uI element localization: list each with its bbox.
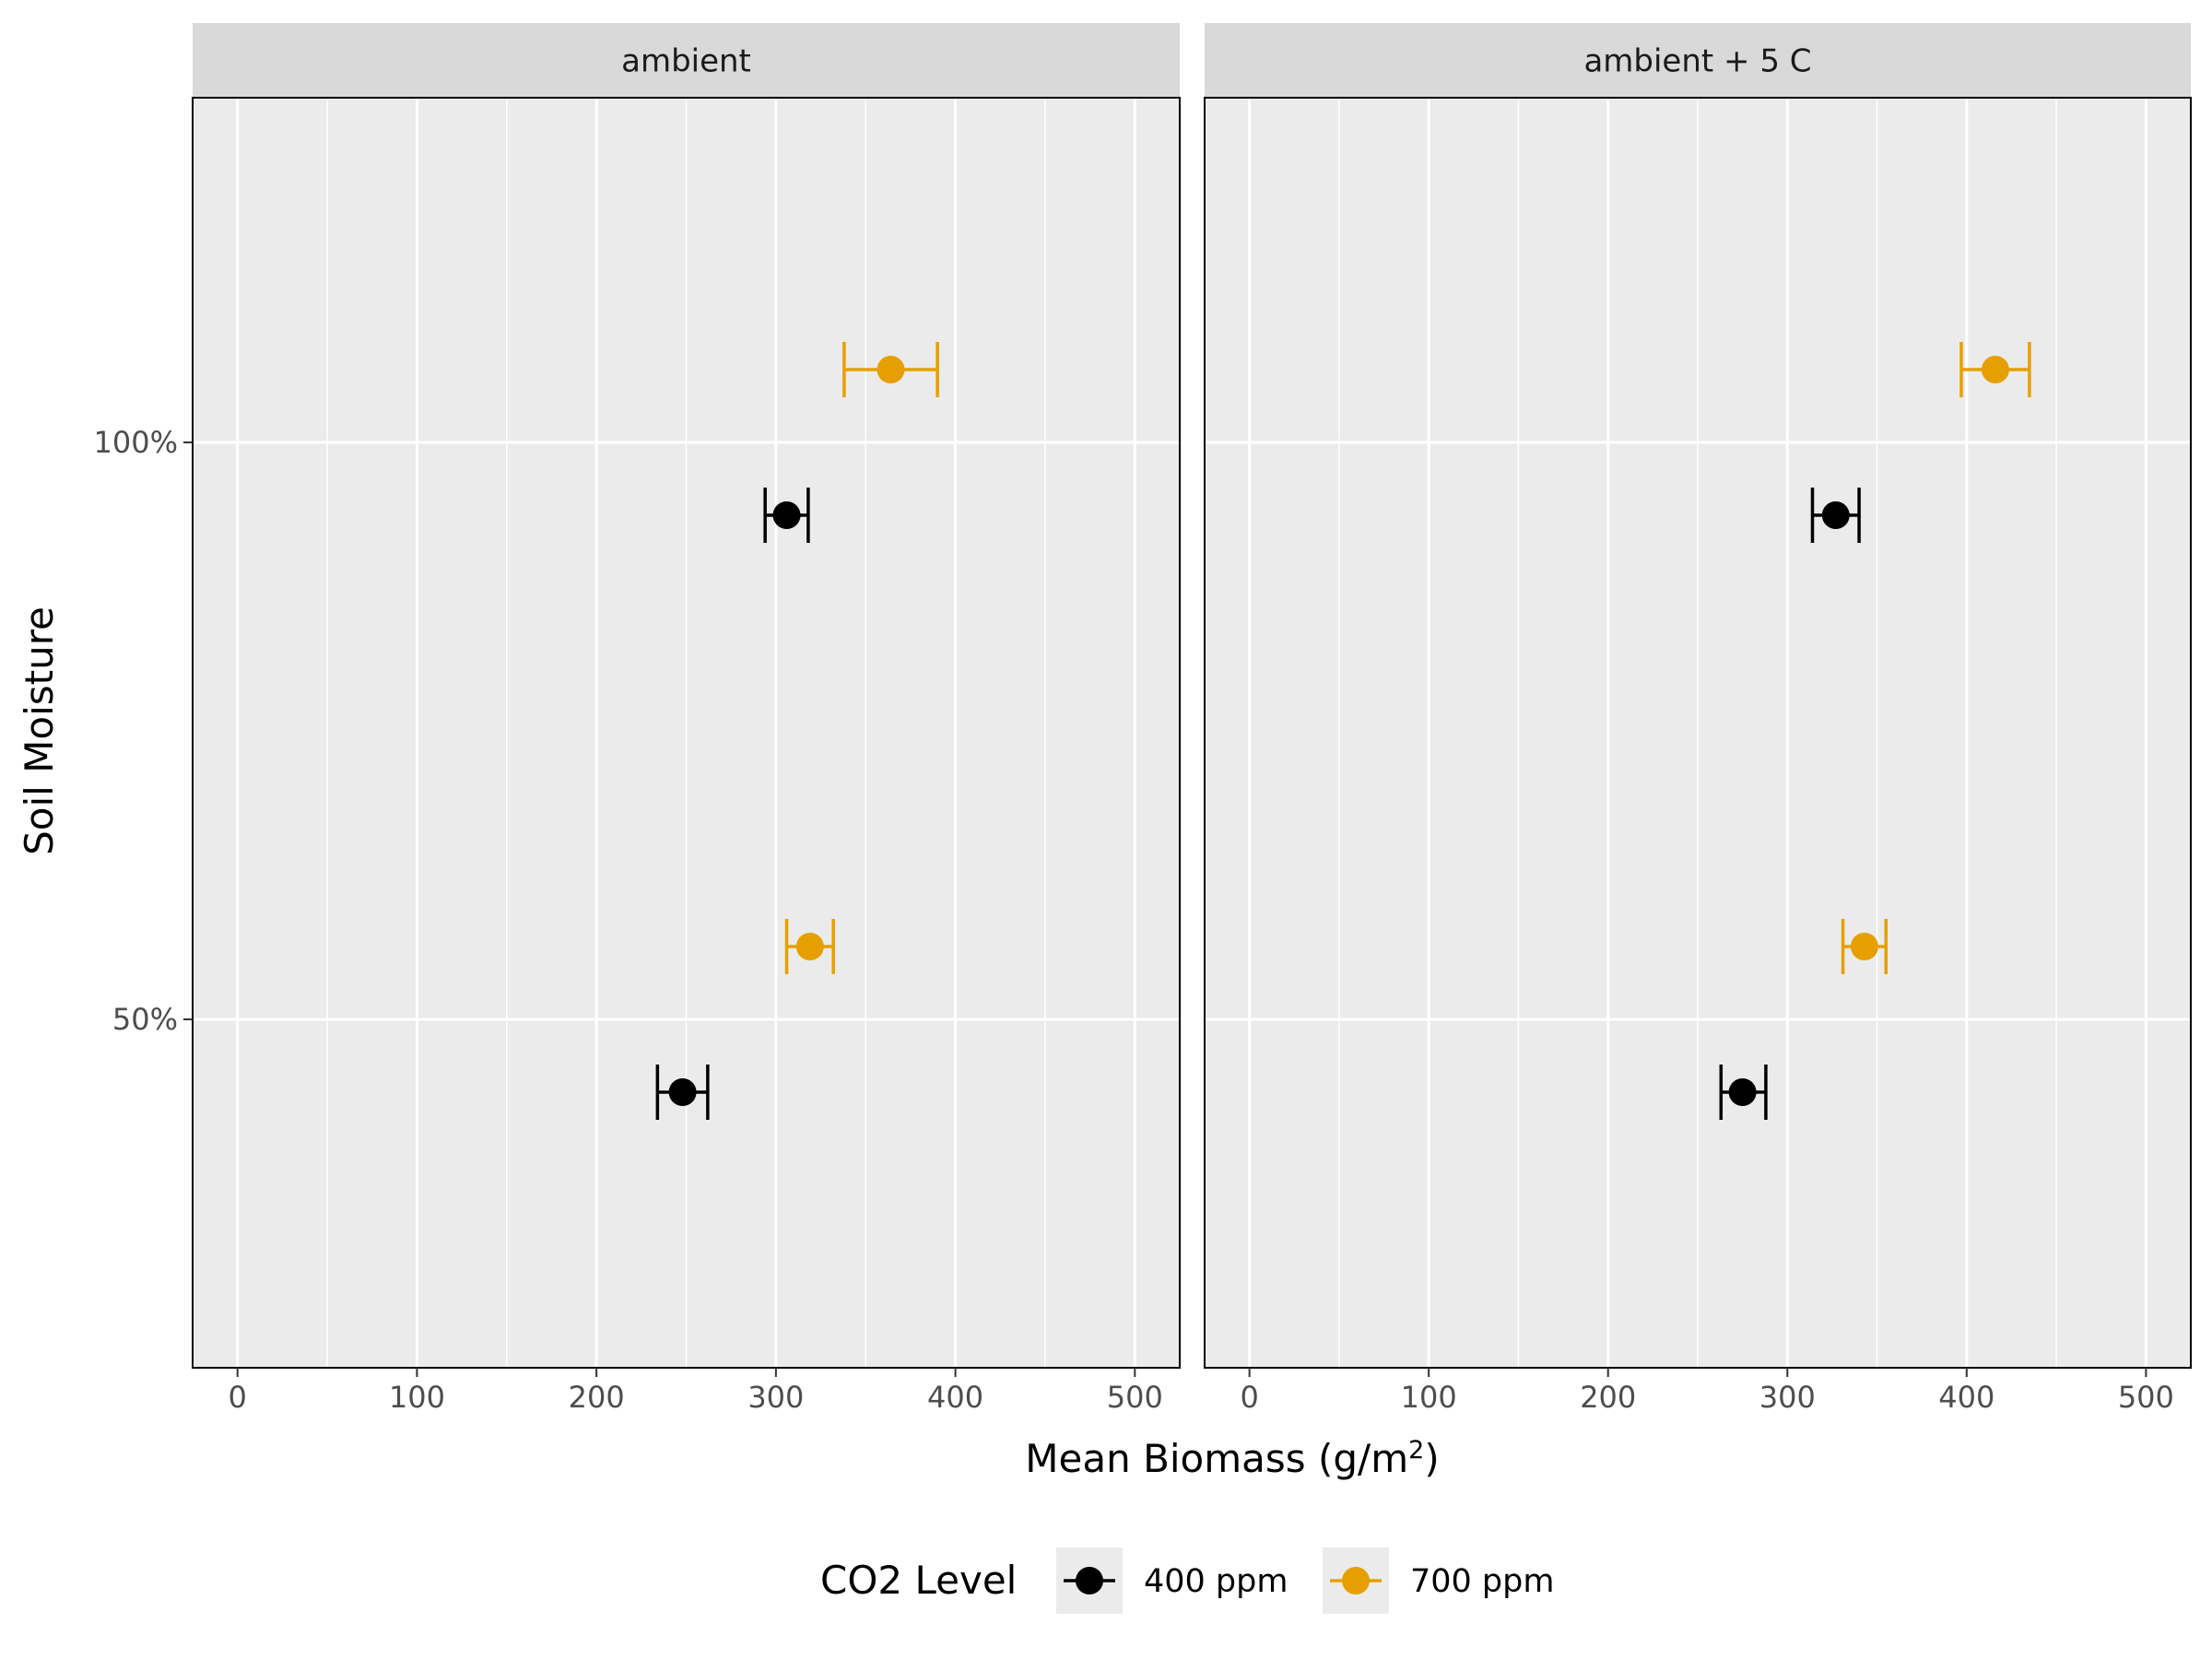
legend-key-point (1076, 1567, 1103, 1594)
x-tick-label: 400 (1938, 1380, 1994, 1415)
data-point (772, 501, 801, 529)
x-tick-label: 0 (229, 1380, 247, 1415)
x-axis-title: Mean Biomass (g/m2) (1025, 1436, 1439, 1481)
facet-panel: ambient 0 100 200 300 400 500 50% 100% (94, 23, 1181, 1415)
facet-panel: ambient + 5 C 0 100 200 300 400 500 (1204, 23, 2192, 1415)
legend-key-point (1342, 1567, 1370, 1594)
facet-strip-label: ambient + 5 C (1583, 43, 1811, 80)
facet-strip (193, 23, 1180, 98)
x-tick-label: 300 (1759, 1380, 1816, 1415)
facet-strip-label: ambient (621, 43, 751, 80)
x-tick-label: 100 (389, 1380, 445, 1415)
y-axis-title: Soil Moisture (17, 606, 62, 855)
facet-strip (1205, 23, 2191, 98)
data-point (1850, 933, 1878, 960)
data-point (668, 1078, 697, 1106)
panel-border (1204, 97, 2192, 1369)
panel-border (192, 97, 1181, 1369)
data-point (1821, 501, 1850, 529)
data-point (795, 933, 824, 960)
facet-panels: ambient 0 100 200 300 400 500 50% 100% ambient + … (94, 23, 2192, 1415)
x-tick-label: 200 (569, 1380, 625, 1415)
legend-label: 700 ppm (1410, 1563, 1554, 1600)
legend-title: CO2 Level (820, 1558, 1017, 1603)
x-tick-label: 200 (1580, 1380, 1636, 1415)
y-tick-label: 100% (94, 425, 178, 460)
legend: CO2 Level 400 ppm 700 ppm (820, 1547, 1554, 1614)
x-tick-label: 500 (1107, 1380, 1163, 1415)
data-point (1728, 1078, 1757, 1106)
x-tick-label: 0 (1240, 1380, 1258, 1415)
y-tick-label: 50% (112, 1002, 178, 1037)
x-tick-label: 100 (1401, 1380, 1457, 1415)
x-tick-label: 400 (927, 1380, 983, 1415)
legend-label: 400 ppm (1144, 1563, 1288, 1600)
data-point (877, 356, 905, 383)
data-point (1981, 356, 2009, 383)
x-tick-label: 300 (747, 1380, 804, 1415)
x-tick-label: 500 (2118, 1380, 2174, 1415)
